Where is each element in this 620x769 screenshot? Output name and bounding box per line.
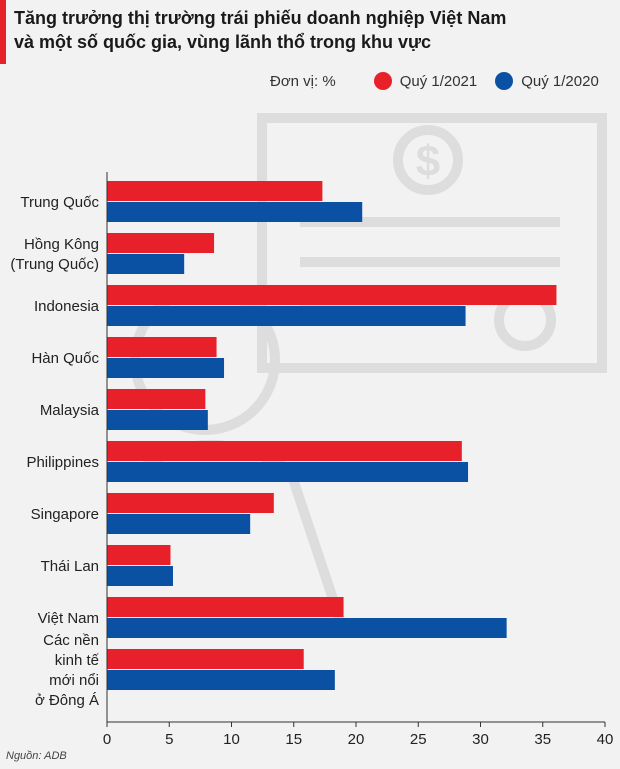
bar-q1-2020: [107, 254, 185, 274]
x-tick-label: 35: [534, 731, 551, 748]
category-label-line: Hồng Kông: [24, 236, 99, 253]
category-label-line: Singapore: [31, 506, 99, 523]
bar-q1-2020: [107, 670, 335, 690]
category-label-line: Trung Quốc: [20, 194, 99, 211]
x-tick-label: 20: [348, 731, 365, 748]
x-tick-label: 10: [223, 731, 240, 748]
category-label: Thái Lan: [41, 558, 99, 575]
unit-label: Đơn vị: %: [270, 72, 336, 90]
category-labels: Trung Quốc Hồng Kông (Trung Quốc) Indonesia…: [10, 194, 99, 709]
legend-swatch-q1-2020: [495, 72, 514, 90]
x-tick-label: 30: [472, 731, 489, 748]
dollar-sign-glyph: $: [416, 137, 440, 186]
category-label: Việt Nam: [38, 610, 99, 627]
bars-group: [107, 181, 557, 690]
bar-q1-2020: [107, 462, 469, 482]
category-label: Hồng Kông (Trung Quốc): [10, 236, 99, 273]
bar-q1-2021: [107, 389, 206, 409]
category-label: Hàn Quốc: [31, 350, 99, 367]
category-label: Trung Quốc: [20, 194, 99, 211]
bar-q1-2021: [107, 493, 274, 513]
bar-q1-2021: [107, 545, 171, 565]
legend-swatch-q1-2021: [373, 72, 392, 90]
category-label-line: ở Đông Á: [35, 692, 99, 709]
bar-q1-2020: [107, 358, 225, 378]
category-label-line: Các nền: [43, 632, 99, 649]
category-label-line: Philippines: [26, 454, 99, 471]
category-label-line: Indonesia: [34, 298, 100, 315]
legend-label-q1-2020: Quý 1/2020: [521, 72, 599, 90]
chart-title-line-1: Tăng trưởng thị trường trái phiếu doanh …: [14, 8, 507, 28]
certificate-frame: [257, 113, 607, 373]
title-accent-bar: [0, 0, 6, 64]
bar-q1-2021: [107, 649, 304, 669]
legend-item-q1-2020: Quý 1/2020: [495, 72, 599, 90]
bar-q1-2021: [107, 233, 215, 253]
legend-item-q1-2021: Quý 1/2021: [373, 72, 478, 90]
bar-q1-2021: [107, 285, 557, 305]
x-tick-label: 15: [285, 731, 302, 748]
category-label-line: Malaysia: [40, 402, 100, 419]
bar-q1-2020: [107, 566, 173, 586]
x-axis: 0 5 10 15 20 25 30 35 40: [103, 172, 614, 748]
category-label-line: mới nổi: [49, 672, 99, 689]
dollar-sign-icon: $: [416, 137, 440, 186]
category-label-line: Thái Lan: [41, 558, 99, 575]
x-tick-label: 40: [597, 731, 614, 748]
source-note: Nguồn: ADB: [6, 750, 67, 762]
category-label-line: Hàn Quốc: [31, 350, 99, 367]
bar-q1-2021: [107, 441, 462, 461]
category-label-line: kinh tế: [55, 652, 100, 669]
legend: Đơn vị: % Quý 1/2021 Quý 1/2020: [270, 70, 612, 92]
bar-q1-2021: [107, 181, 323, 201]
x-tick-label: 5: [165, 731, 173, 748]
category-label: Singapore: [31, 506, 99, 523]
bar-q1-2020: [107, 410, 208, 430]
x-tick-label: 25: [410, 731, 427, 748]
chart-title-line-2: và một số quốc gia, vùng lãnh thổ trong …: [14, 32, 432, 52]
chart-title: Tăng trưởng thị trường trái phiếu doanh …: [14, 6, 614, 54]
x-tick-label: 0: [103, 731, 111, 748]
category-label: Indonesia: [34, 298, 100, 315]
bar-q1-2020: [107, 514, 251, 534]
bar-q1-2020: [107, 306, 466, 326]
dollar-coin-icon: [393, 125, 463, 195]
category-label: Malaysia: [40, 402, 100, 419]
category-label: Các nền kinh tế mới nổi ở Đông Á: [35, 632, 100, 709]
legend-label-q1-2021: Quý 1/2021: [399, 72, 478, 90]
category-label-line: Việt Nam: [38, 610, 99, 627]
category-label: Philippines: [26, 454, 99, 471]
category-label-line: (Trung Quốc): [10, 256, 99, 273]
bar-q1-2021: [107, 337, 217, 357]
bar-q1-2020: [107, 618, 507, 638]
bar-q1-2021: [107, 597, 344, 617]
bar-q1-2020: [107, 202, 363, 222]
